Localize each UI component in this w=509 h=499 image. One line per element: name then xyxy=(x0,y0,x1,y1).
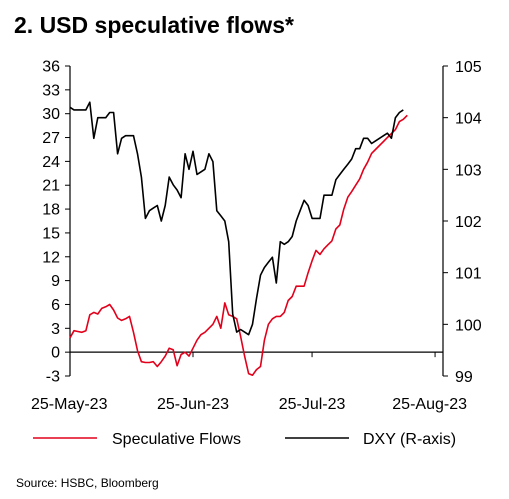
right-tick-label: 102 xyxy=(455,214,482,231)
left-tick-label: 36 xyxy=(42,59,60,76)
left-tick-label: 9 xyxy=(51,273,60,290)
x-axis: 25-May-23 25-Jun-23 25-Jul-23 25-Aug-23 xyxy=(31,352,467,413)
plot-frame xyxy=(69,66,444,376)
left-tick-label: 12 xyxy=(42,249,60,266)
x-tick-label: 25-Aug-23 xyxy=(392,396,467,413)
series-layer xyxy=(69,101,408,376)
legend-label: Speculative Flows xyxy=(112,431,241,448)
left-tick-label: 6 xyxy=(51,297,60,314)
right-tick-label: 103 xyxy=(455,162,482,179)
right-tick-label: 100 xyxy=(455,317,482,334)
right-tick-label: 101 xyxy=(455,266,482,283)
left-tick-label: 15 xyxy=(42,225,60,242)
right-tick-label: 104 xyxy=(455,111,482,128)
left-tick-label: 27 xyxy=(42,130,60,147)
chart-title: 2. USD speculative flows* xyxy=(14,12,294,38)
left-tick-label: 33 xyxy=(42,82,60,99)
left-tick-label: 21 xyxy=(42,178,60,195)
x-tick-label: 25-Jun-23 xyxy=(157,396,229,413)
left-tick-label: 3 xyxy=(51,321,60,338)
left-tick-label: 18 xyxy=(42,202,60,219)
dxy-line xyxy=(69,101,404,336)
x-tick-label: 25-May-23 xyxy=(31,396,108,413)
speculative-flows-line xyxy=(69,114,408,376)
right-tick-label: 105 xyxy=(455,59,482,76)
legend-label: DXY (R-axis) xyxy=(363,431,456,448)
x-tick-label: 25-Jul-23 xyxy=(279,396,346,413)
left-tick-label: 24 xyxy=(42,154,60,171)
left-tick-label: -3 xyxy=(46,369,60,386)
right-tick-label: 99 xyxy=(455,369,473,386)
legend: Speculative Flows DXY (R-axis) xyxy=(33,431,456,448)
source-note: Source: HSBC, Bloomberg xyxy=(16,476,159,490)
left-tick-label: 30 xyxy=(42,106,60,123)
right-axis: 99 100 101 102 103 104 105 xyxy=(443,59,482,386)
left-tick-label: 0 xyxy=(51,345,60,362)
